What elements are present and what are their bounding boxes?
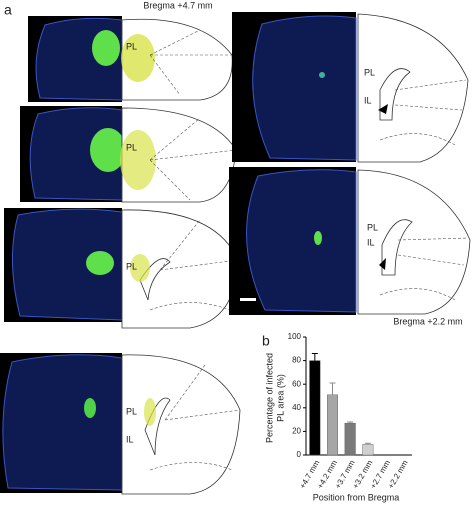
bregma-label: Bregma +2.2 mm: [393, 316, 462, 326]
y-tick-label: 60: [292, 379, 301, 388]
brain-image: [20, 106, 126, 202]
region-label: PL: [126, 142, 137, 152]
y-tick-label: 100: [288, 332, 302, 341]
y-tick-label: 0: [297, 450, 302, 459]
bar: [327, 394, 339, 456]
bregma-label: Bregma +4.7 mm: [143, 0, 212, 10]
panel-label: a: [4, 2, 12, 18]
brain-image: [28, 16, 123, 102]
y-tick-label: 40: [292, 403, 301, 412]
panel-label: b: [262, 333, 270, 349]
atlas: [357, 169, 471, 315]
region-label: PL: [126, 406, 137, 416]
brain-image: [232, 12, 357, 162]
error-bar: [311, 353, 318, 361]
brain-image: [229, 167, 357, 315]
atlas: [121, 18, 233, 101]
error-bar: [347, 421, 354, 424]
atlas: [120, 107, 237, 203]
atlas: [121, 354, 241, 495]
y-axis-label: Percentage of infected: [264, 353, 274, 443]
x-axis-label: Position from Bregma: [313, 492, 400, 502]
region-label: PL: [126, 41, 137, 51]
y-axis-label: PL area (%): [275, 374, 285, 422]
region-label: IL: [367, 237, 375, 247]
brain-image: [0, 353, 123, 493]
y-tick-label: 80: [292, 356, 301, 365]
region-label: IL: [364, 95, 372, 105]
error-bar: [329, 382, 336, 395]
bar: [362, 444, 374, 456]
brain-image: [4, 208, 123, 322]
bar: [309, 360, 321, 456]
region-label: IL: [126, 434, 134, 444]
atlas: [357, 13, 469, 163]
y-tick-label: 20: [292, 427, 301, 436]
atlas: [121, 209, 239, 329]
region-label: PL: [126, 261, 137, 271]
region-label: PL: [367, 222, 378, 232]
region-label: PL: [364, 67, 375, 77]
bar: [344, 422, 356, 456]
error-bar: [364, 442, 371, 445]
